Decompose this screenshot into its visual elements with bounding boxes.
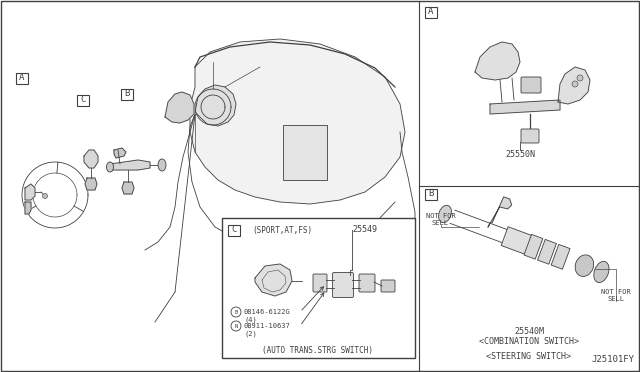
FancyBboxPatch shape (521, 129, 539, 143)
Polygon shape (122, 182, 134, 194)
Ellipse shape (106, 162, 113, 172)
Bar (228, 224, 240, 235)
Text: A: A (19, 74, 25, 83)
FancyBboxPatch shape (521, 77, 541, 93)
Ellipse shape (438, 205, 451, 223)
Polygon shape (490, 100, 560, 114)
Polygon shape (195, 85, 236, 126)
Polygon shape (524, 234, 543, 259)
Text: B: B (234, 310, 237, 314)
Text: A: A (428, 7, 434, 16)
Text: (2): (2) (244, 331, 257, 337)
Bar (121, 89, 133, 99)
Ellipse shape (575, 255, 594, 276)
Text: 25550N: 25550N (505, 150, 535, 159)
FancyBboxPatch shape (381, 280, 395, 292)
Polygon shape (551, 244, 570, 269)
Text: C: C (80, 96, 86, 105)
Polygon shape (84, 150, 98, 168)
Text: 0B911-10637: 0B911-10637 (244, 323, 291, 329)
Text: 25549: 25549 (352, 225, 377, 234)
Text: NOT FOR
SELL: NOT FOR SELL (426, 214, 456, 227)
Text: B: B (124, 90, 130, 99)
Bar (77, 94, 89, 106)
Text: 25540M: 25540M (514, 327, 544, 336)
FancyBboxPatch shape (333, 273, 353, 298)
Bar (425, 6, 437, 17)
Polygon shape (501, 227, 542, 258)
Text: 08146-6122G: 08146-6122G (244, 309, 291, 315)
FancyBboxPatch shape (359, 274, 375, 292)
Polygon shape (25, 202, 31, 214)
Text: N: N (234, 324, 237, 328)
Polygon shape (25, 184, 35, 200)
Polygon shape (558, 67, 590, 104)
Polygon shape (538, 240, 556, 264)
Circle shape (577, 75, 583, 81)
Circle shape (572, 81, 578, 87)
Text: C: C (231, 225, 237, 234)
Ellipse shape (594, 262, 609, 283)
Polygon shape (85, 178, 97, 190)
Text: (4): (4) (244, 317, 257, 323)
Text: <STEERING SWITCH>: <STEERING SWITCH> (486, 352, 572, 361)
Text: <COMBINATION SWITCH>: <COMBINATION SWITCH> (479, 337, 579, 346)
Text: B: B (428, 189, 434, 199)
Polygon shape (475, 42, 520, 80)
Ellipse shape (158, 159, 166, 171)
Text: (SPORT,AT,FS): (SPORT,AT,FS) (252, 225, 312, 234)
Bar (283, 125, 327, 180)
Text: (AUTO TRANS.STRG SWITCH): (AUTO TRANS.STRG SWITCH) (262, 346, 374, 355)
FancyBboxPatch shape (313, 274, 327, 292)
Polygon shape (190, 39, 405, 204)
Polygon shape (114, 148, 126, 158)
Polygon shape (255, 264, 292, 296)
Polygon shape (488, 197, 511, 227)
Bar (16, 73, 28, 83)
Polygon shape (165, 92, 194, 123)
Bar (222, 218, 415, 358)
Circle shape (42, 193, 47, 199)
Bar (425, 189, 437, 199)
Text: J25101FY: J25101FY (591, 355, 634, 364)
Text: NOT FOR
SELL: NOT FOR SELL (601, 289, 631, 302)
Polygon shape (110, 160, 150, 170)
